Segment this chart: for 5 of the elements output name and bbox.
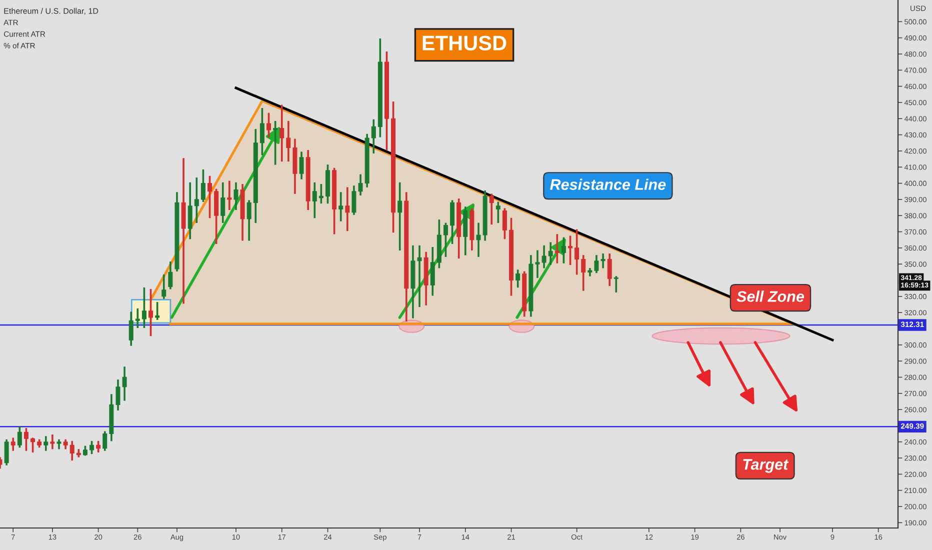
annotation: Resistance Line [550, 178, 666, 190]
annotation: Ethereum / U.S. Dollar, 1D [4, 8, 98, 15]
annotation: Sell Zone [736, 290, 804, 302]
annotation: Target [743, 459, 789, 473]
text: ETHUSD [422, 36, 506, 50]
